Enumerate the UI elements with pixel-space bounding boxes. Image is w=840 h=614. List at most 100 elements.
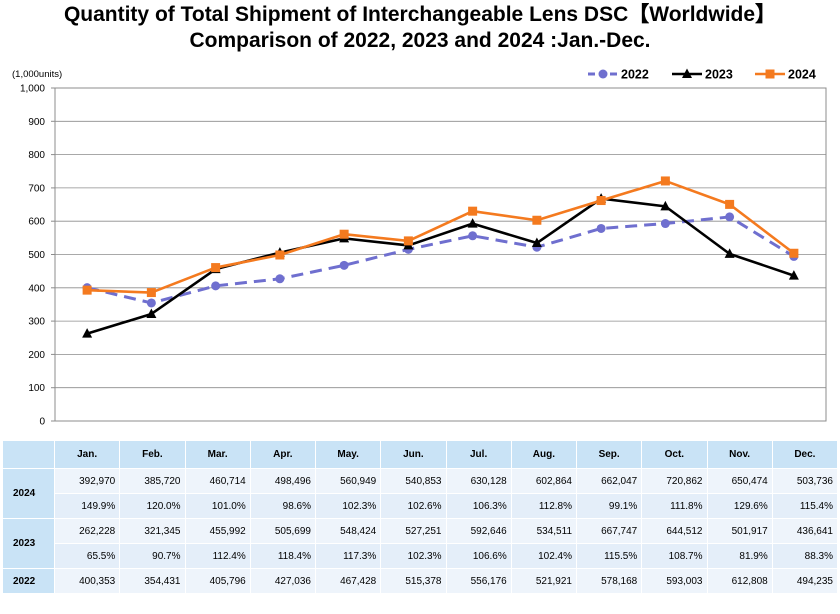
- y-tick-label: 400: [28, 283, 45, 294]
- table-percent-cell: 102.4%: [510, 543, 578, 569]
- y-tick-label: 600: [28, 217, 45, 228]
- data-point-2022: [146, 298, 156, 308]
- data-table: Jan. Feb. Mar. Apr. May. Jun. Jul. Aug. Sep. Oct.…: [2, 440, 839, 594]
- table-units-cell: 593,003: [641, 568, 708, 594]
- series-line-2022: [86, 215, 795, 305]
- table-percent-cell: 112.8%: [510, 493, 578, 519]
- table-percent-cell: 99.1%: [575, 493, 643, 519]
- table-units-cell: 548,424: [314, 518, 382, 544]
- legend-label-2023: 2023: [705, 68, 733, 82]
- table-percent-cell: 129.6%: [706, 493, 773, 519]
- table-percent-cell: 101.0%: [184, 493, 251, 519]
- table-units-cell: 354,431: [119, 568, 186, 594]
- table-units-cell: 494,235: [771, 568, 839, 594]
- table-month-header: Apr.: [249, 440, 317, 469]
- data-point-2023: [660, 200, 671, 211]
- table-units-cell: 503,736: [771, 468, 839, 494]
- table-units-cell: 720,862: [641, 468, 708, 494]
- y-tick-label: 0: [39, 417, 45, 428]
- series-line-2023: [86, 197, 795, 335]
- table-percent-cell: 90.7%: [119, 543, 186, 569]
- unit-label: (1,000units): [12, 69, 62, 80]
- table-units-cell: 644,512: [641, 518, 708, 544]
- data-point-2024: [468, 206, 478, 216]
- table-month-header: Aug.: [510, 440, 578, 469]
- y-tick-label: 100: [28, 383, 45, 394]
- table-month-header: Dec.: [771, 440, 839, 469]
- y-tick-label: 800: [28, 150, 45, 161]
- data-point-2024: [403, 236, 413, 246]
- data-point-2024: [532, 215, 542, 225]
- table-units-cell: 592,646: [445, 518, 512, 544]
- table-percent-cell: 81.9%: [706, 543, 773, 569]
- table-percent-cell: 112.4%: [184, 543, 251, 569]
- data-point-2024: [82, 285, 92, 295]
- legend-label-2022: 2022: [621, 68, 649, 82]
- legend-marker-2022: [598, 69, 608, 79]
- data-point-2024: [725, 199, 735, 209]
- data-point-2022: [339, 260, 349, 270]
- y-tick-label: 900: [28, 117, 45, 128]
- data-point-2024: [146, 288, 156, 298]
- table-units-cell: 321,345: [119, 518, 186, 544]
- table-percent-cell: 117.3%: [314, 543, 382, 569]
- table-row: 2023 262,228 321,345 455,992 505,699 548,424 5…: [2, 518, 839, 569]
- data-point-2023: [82, 328, 93, 338]
- table-corner: [2, 440, 55, 469]
- table-header-row: Jan. Feb. Mar. Apr. May. Jun. Jul. Aug. Sep. Oct.…: [2, 440, 839, 469]
- table-percent-cell: 102.3%: [380, 543, 447, 569]
- y-axis-ticks: 0 100 200 300 400 500 600 700 800 900 1,000: [20, 84, 55, 428]
- table-percent-cell: 115.5%: [575, 543, 643, 569]
- table-units-cell: 436,641: [771, 518, 839, 544]
- data-point-2022: [660, 219, 670, 229]
- y-tick-label: 200: [28, 350, 45, 361]
- table-month-header: May.: [314, 440, 382, 469]
- table-units-cell: 501,917: [706, 518, 773, 544]
- table-year-label: 2022: [2, 568, 55, 594]
- table-row: 2024 392,970 385,720 460,714 498,496 560,949 5…: [2, 468, 839, 519]
- table-units-cell: 650,474: [706, 468, 773, 494]
- y-tick-label: 1,000: [20, 84, 45, 95]
- table-units-cell: 505,699: [249, 518, 317, 544]
- y-tick-label: 700: [28, 183, 45, 194]
- table-row: 65.5% 90.7% 112.4% 118.4% 117.3% 102.3% 106.6%…: [3, 543, 839, 569]
- line-chart: (1,000units) 0 100 200 300 400 500 600 700 800 90…: [12, 68, 827, 428]
- table-units-cell: 427,036: [249, 568, 317, 594]
- table-units-cell: 521,921: [510, 568, 578, 594]
- table-row: 149.9% 120.0% 101.0% 98.6% 102.3% 102.6% 106.3…: [3, 493, 839, 519]
- data-point-2023: [531, 237, 542, 248]
- series-layer: [82, 176, 799, 338]
- data-point-2022: [275, 274, 285, 284]
- table-units-cell: 667,747: [575, 518, 643, 544]
- table-year-label: 2024: [2, 468, 55, 519]
- table-units-cell: 612,808: [706, 568, 773, 594]
- table-units-cell: 405,796: [184, 568, 251, 594]
- chart-title-line1: Quantity of Total Shipment of Interchang…: [63, 3, 777, 26]
- data-point-2022: [211, 281, 221, 291]
- table-units-cell: 385,720: [119, 468, 186, 494]
- data-point-2022: [725, 212, 735, 222]
- table-units-cell: 515,378: [380, 568, 447, 594]
- table-percent-cell: 88.3%: [771, 543, 839, 569]
- table-row: 2022 400,353 354,431 405,796 427,036 467,428 5…: [2, 568, 839, 594]
- data-point-2022: [596, 223, 606, 233]
- legend-label-2024: 2024: [788, 68, 816, 82]
- table-units-cell: 455,992: [184, 518, 251, 544]
- table-month-header: Oct.: [641, 440, 708, 469]
- chart-title-line2: Comparison of 2022, 2023 and 2024 :Jan.-…: [189, 29, 651, 52]
- data-point-2024: [596, 196, 606, 206]
- table-units-cell: 527,251: [380, 518, 447, 544]
- series-2023: [82, 193, 799, 338]
- table-month-header: Nov.: [706, 440, 773, 469]
- table-units-cell: 460,714: [184, 468, 251, 494]
- series-2024: [82, 176, 799, 298]
- table-units-cell: 400,353: [53, 568, 121, 594]
- table-percent-cell: 118.4%: [249, 543, 317, 569]
- table-units-cell: 498,496: [249, 468, 317, 494]
- table-percent-cell: 106.3%: [445, 493, 512, 519]
- data-point-2024: [275, 250, 285, 260]
- table-percent-cell: 115.4%: [771, 493, 839, 519]
- table-units-cell: 392,970: [53, 468, 121, 494]
- table-percent-cell: 102.3%: [314, 493, 382, 519]
- table-month-header: Mar.: [184, 440, 251, 469]
